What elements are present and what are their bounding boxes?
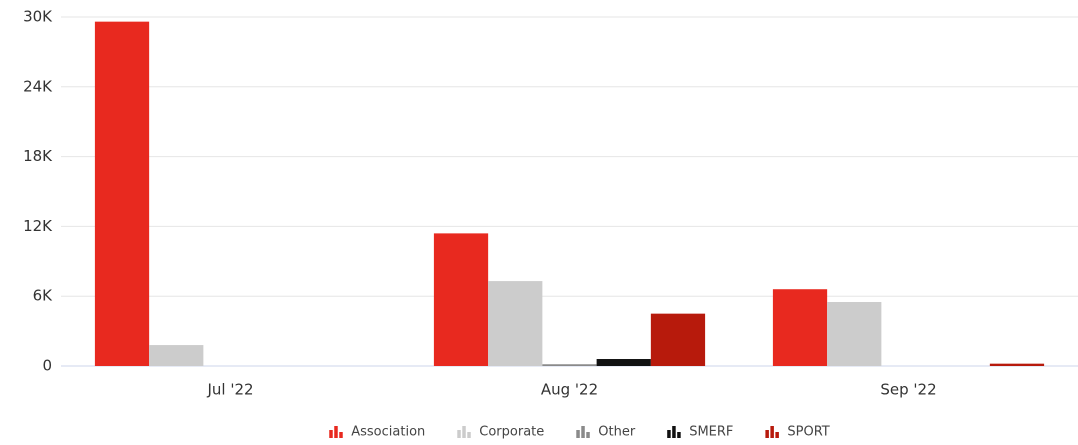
legend-icon: [329, 430, 333, 438]
bar: [772, 289, 828, 366]
legend-item[interactable]: Corporate: [457, 425, 544, 440]
legend-icon: [667, 430, 671, 438]
bar: [650, 313, 706, 366]
legend-item[interactable]: SMERF: [667, 425, 733, 440]
y-tick-label: 18K: [23, 147, 53, 165]
legend-item[interactable]: SPORT: [765, 425, 830, 440]
legend-icon: [677, 432, 681, 438]
legend-label: SMERF: [689, 425, 733, 440]
legend-icon: [457, 430, 461, 438]
bar: [596, 359, 651, 366]
legend-label: SPORT: [787, 425, 829, 440]
legend-icon: [586, 432, 590, 438]
legend-label: Association: [351, 425, 425, 440]
legend-icon: [770, 426, 774, 438]
legend-icon: [339, 432, 343, 438]
bar: [149, 345, 204, 366]
legend-icon: [334, 426, 338, 438]
bar: [989, 363, 1045, 366]
legend-item[interactable]: Other: [576, 425, 636, 440]
y-tick-label: 24K: [23, 77, 53, 95]
legend-icon: [765, 430, 769, 438]
x-tick-label: Aug '22: [541, 381, 598, 399]
bar: [827, 302, 882, 366]
bar: [94, 21, 150, 367]
y-tick-label: 30K: [23, 8, 53, 26]
legend-icon: [462, 426, 466, 438]
legend-icon: [467, 432, 471, 438]
y-tick-label: 12K: [23, 217, 53, 235]
y-tick-label: 0: [42, 357, 52, 375]
legend-icon: [672, 426, 676, 438]
bar: [488, 281, 543, 366]
legend-label: Corporate: [479, 425, 544, 440]
y-tick-label: 6K: [33, 287, 54, 305]
legend-icon: [581, 426, 585, 438]
bar: [433, 233, 489, 366]
x-tick-label: Sep '22: [880, 381, 936, 399]
x-tick-label: Jul '22: [206, 381, 253, 399]
legend-item[interactable]: Association: [329, 425, 425, 440]
legend-label: Other: [598, 425, 636, 440]
legend-icon: [576, 430, 580, 438]
legend-icon: [775, 432, 779, 438]
bar: [542, 364, 597, 366]
